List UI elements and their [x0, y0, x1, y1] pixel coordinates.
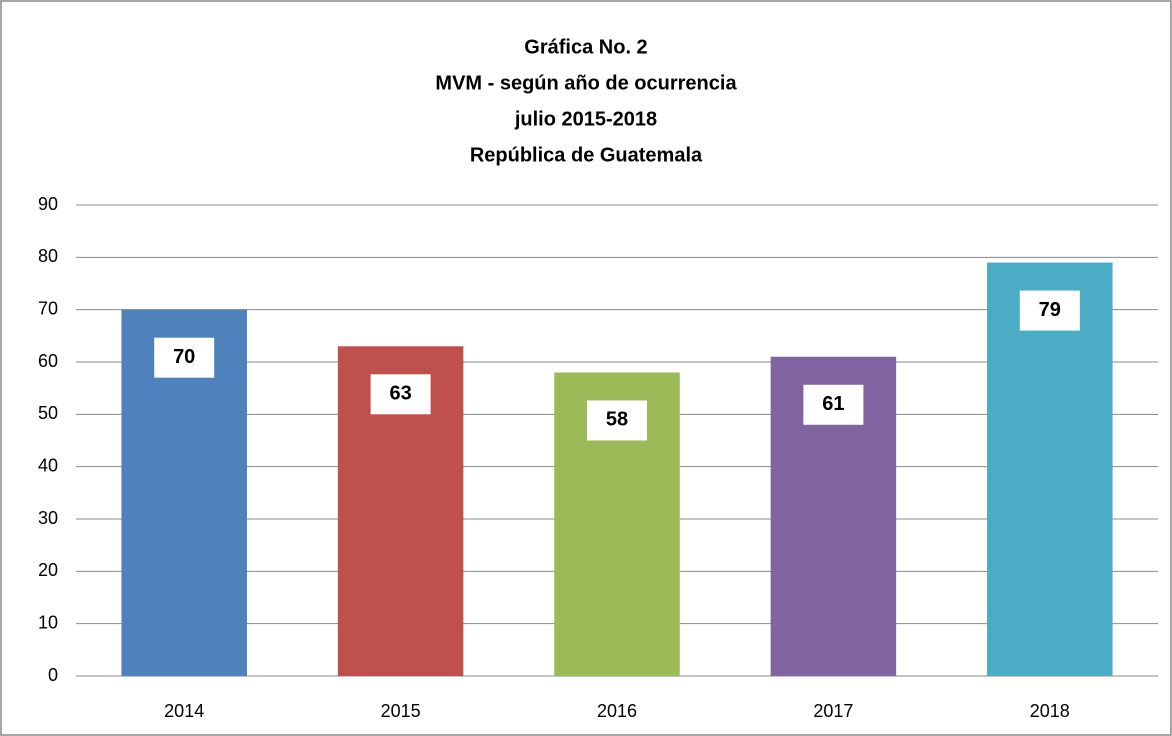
y-tick-label: 10 — [38, 612, 58, 632]
bar — [987, 262, 1113, 676]
x-tick-label: 2014 — [164, 701, 204, 721]
y-tick-label: 80 — [38, 246, 58, 266]
value-label-box — [587, 400, 647, 441]
chart-title: Gráfica No. 2 — [524, 36, 647, 58]
value-label: 58 — [606, 409, 628, 431]
chart-title: República de Guatemala — [470, 144, 703, 166]
y-tick-label: 0 — [48, 665, 58, 685]
value-label-box — [803, 384, 864, 425]
value-label-box — [370, 374, 431, 415]
value-label-box — [154, 337, 215, 378]
y-tick-label: 40 — [38, 455, 58, 475]
value-label-box — [1019, 290, 1080, 331]
x-tick-label: 2017 — [813, 701, 853, 721]
chart-title: MVM - según año de ocurrencia — [435, 72, 737, 94]
chart-title: julio 2015-2018 — [514, 108, 657, 130]
y-tick-label: 90 — [38, 194, 58, 214]
value-label: 63 — [389, 383, 411, 405]
value-label: 70 — [173, 346, 195, 368]
y-tick-label: 30 — [38, 508, 58, 528]
value-label: 61 — [822, 393, 844, 415]
x-tick-label: 2015 — [381, 701, 421, 721]
x-tick-label: 2016 — [597, 701, 637, 721]
y-tick-label: 60 — [38, 351, 58, 371]
value-label: 79 — [1039, 299, 1061, 321]
y-tick-label: 50 — [38, 403, 58, 423]
y-tick-label: 20 — [38, 560, 58, 580]
x-tick-label: 2018 — [1030, 701, 1070, 721]
y-tick-label: 70 — [38, 298, 58, 318]
